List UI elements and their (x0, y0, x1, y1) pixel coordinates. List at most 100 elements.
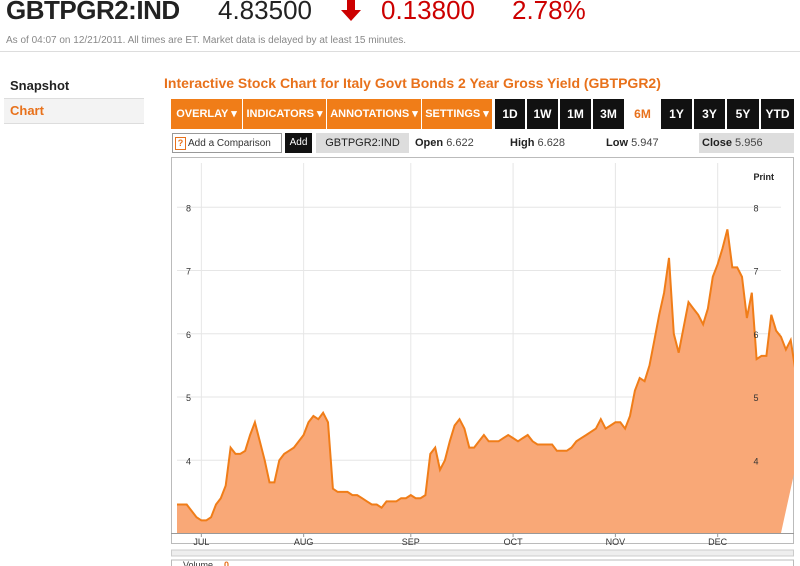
price-change: 0.13800 (381, 0, 475, 25)
range-scrollbar[interactable] (171, 549, 794, 557)
data-point (727, 229, 728, 230)
data-point (191, 510, 192, 511)
data-point (337, 491, 338, 492)
comparison-placeholder: Add a Comparison (188, 138, 271, 149)
data-point (323, 412, 324, 413)
data-point (327, 422, 328, 423)
volume-label: Volume (183, 560, 213, 566)
data-point (741, 276, 742, 277)
data-point (756, 359, 757, 360)
range-1w-button[interactable]: 1W (527, 99, 558, 129)
data-point (654, 340, 655, 341)
data-point (206, 520, 207, 521)
data-point (211, 517, 212, 518)
data-point (284, 453, 285, 454)
data-point (712, 276, 713, 277)
data-point (362, 498, 363, 499)
data-point (425, 495, 426, 496)
data-point (352, 495, 353, 496)
range-1d-button[interactable]: 1D (495, 99, 525, 129)
data-point (552, 444, 553, 445)
data-point (678, 352, 679, 353)
data-point (639, 377, 640, 378)
range-6m-button[interactable]: 6M (626, 99, 659, 129)
range-ytd-button[interactable]: YTD (761, 99, 794, 129)
close-label: Close (702, 137, 732, 149)
data-point (693, 308, 694, 309)
data-point (279, 460, 280, 461)
y-tick-label-right: 4 (753, 456, 758, 466)
settings-menu[interactable]: SETTINGS ▾ (422, 99, 493, 129)
y-tick-label-left: 7 (186, 267, 191, 277)
range-1m-button[interactable]: 1M (560, 99, 591, 129)
data-point (415, 498, 416, 499)
data-point (673, 333, 674, 334)
data-point (274, 482, 275, 483)
data-point (240, 453, 241, 454)
symbol-label: GBTPGR2:IND (316, 133, 409, 153)
yield-area (177, 229, 794, 533)
data-point (517, 441, 518, 442)
data-point (430, 453, 431, 454)
high-stat: High 6.628 (510, 133, 565, 153)
data-point (634, 390, 635, 391)
data-point (595, 428, 596, 429)
range-1y-button[interactable]: 1Y (661, 99, 692, 129)
y-tick-label-right: 7 (753, 267, 758, 277)
add-comparison-input[interactable]: ? Add a Comparison (172, 133, 282, 153)
data-point (698, 314, 699, 315)
data-point (357, 495, 358, 496)
close-value: 5.956 (735, 137, 763, 149)
data-point (381, 507, 382, 508)
volume-panel (171, 559, 794, 566)
data-point (405, 498, 406, 499)
data-point (454, 425, 455, 426)
data-point (303, 434, 304, 435)
data-point (469, 447, 470, 448)
overlay-menu[interactable]: OVERLAY ▾ (171, 99, 243, 129)
data-point (771, 314, 772, 315)
data-point (459, 419, 460, 420)
data-point (776, 330, 777, 331)
add-comparison-button[interactable]: Add (285, 133, 312, 153)
data-point (688, 302, 689, 303)
data-point (435, 447, 436, 448)
y-tick-label-left: 4 (186, 456, 191, 466)
data-point (181, 504, 182, 505)
data-point (590, 431, 591, 432)
data-point (542, 444, 543, 445)
range-3m-button[interactable]: 3M (593, 99, 624, 129)
data-point (576, 441, 577, 442)
data-point (401, 498, 402, 499)
price-change-percent: 2.78% (512, 0, 586, 25)
data-point (615, 422, 616, 423)
range-3y-button[interactable]: 3Y (694, 99, 725, 129)
y-tick-label-right: 5 (753, 393, 758, 403)
range-5y-button[interactable]: 5Y (727, 99, 759, 129)
sidebar-item-snapshot[interactable]: Snapshot (4, 74, 144, 99)
data-point (342, 491, 343, 492)
sidebar-nav: Snapshot Chart (4, 74, 144, 124)
data-point (761, 355, 762, 356)
data-point (664, 292, 665, 293)
last-price: 4.83500 (218, 0, 312, 25)
data-point (508, 434, 509, 435)
data-point (659, 314, 660, 315)
data-point (581, 438, 582, 439)
data-point (722, 248, 723, 249)
data-point (766, 355, 767, 356)
price-chart[interactable]: 8 8 7 7 6 6 5 5 4 4 JUL AUG SEP OCT NOV DEC Print Volume 0 (171, 157, 794, 566)
annotations-menu[interactable]: ANNOTATIONS ▾ (327, 99, 422, 129)
data-point (503, 438, 504, 439)
chart-svg[interactable]: 8 8 7 7 6 6 5 5 4 4 JUL AUG SEP OCT NOV DEC Print Volume 0 (171, 157, 794, 566)
indicators-menu[interactable]: INDICATORS ▾ (243, 99, 327, 129)
data-point (605, 428, 606, 429)
data-point (668, 257, 669, 258)
close-stat: Close 5.956 (699, 133, 794, 153)
help-icon[interactable]: ? (175, 137, 186, 150)
y-tick-label-left: 6 (186, 330, 191, 340)
sidebar-item-chart[interactable]: Chart (4, 99, 144, 124)
data-point (215, 504, 216, 505)
data-point (474, 447, 475, 448)
print-link[interactable]: Print (753, 172, 774, 182)
